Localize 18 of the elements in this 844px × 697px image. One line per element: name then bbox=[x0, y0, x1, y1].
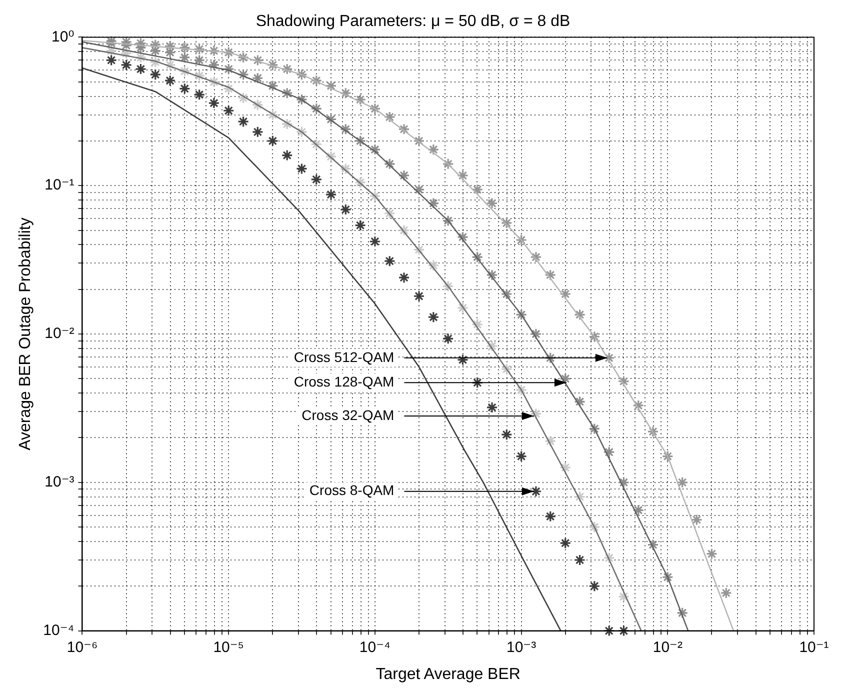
y-tick-label: 10⁰ bbox=[52, 28, 74, 46]
y-tick-label: 10⁻² bbox=[44, 325, 74, 342]
x-axis-title: Target Average BER bbox=[376, 666, 520, 683]
chart-title: Shadowing Parameters: μ = 50 dB, σ = 8 dB bbox=[256, 13, 570, 30]
annotation: Cross 128-QAM bbox=[294, 374, 394, 390]
x-tick-label: 10⁻⁶ bbox=[66, 638, 98, 656]
annotation: Cross 32-QAM bbox=[302, 406, 394, 423]
y-tick-label: 10⁻¹ bbox=[44, 176, 74, 194]
x-tick-label: 10⁻⁵ bbox=[213, 638, 244, 656]
annotation: Cross 512-QAM bbox=[294, 348, 394, 365]
y-axis-title: Average BER Outage Probability bbox=[17, 218, 34, 450]
y-tick-label: 10⁻⁴ bbox=[43, 622, 74, 639]
x-tick-label: 10⁻³ bbox=[506, 638, 536, 656]
x-tick-label: 10⁻⁴ bbox=[359, 638, 390, 656]
y-tick-label: 10⁻³ bbox=[44, 474, 74, 491]
annotation: Cross 8-QAM bbox=[309, 482, 394, 498]
x-tick-label: 10⁻¹ bbox=[799, 638, 829, 656]
x-tick-label: 10⁻² bbox=[652, 638, 682, 656]
